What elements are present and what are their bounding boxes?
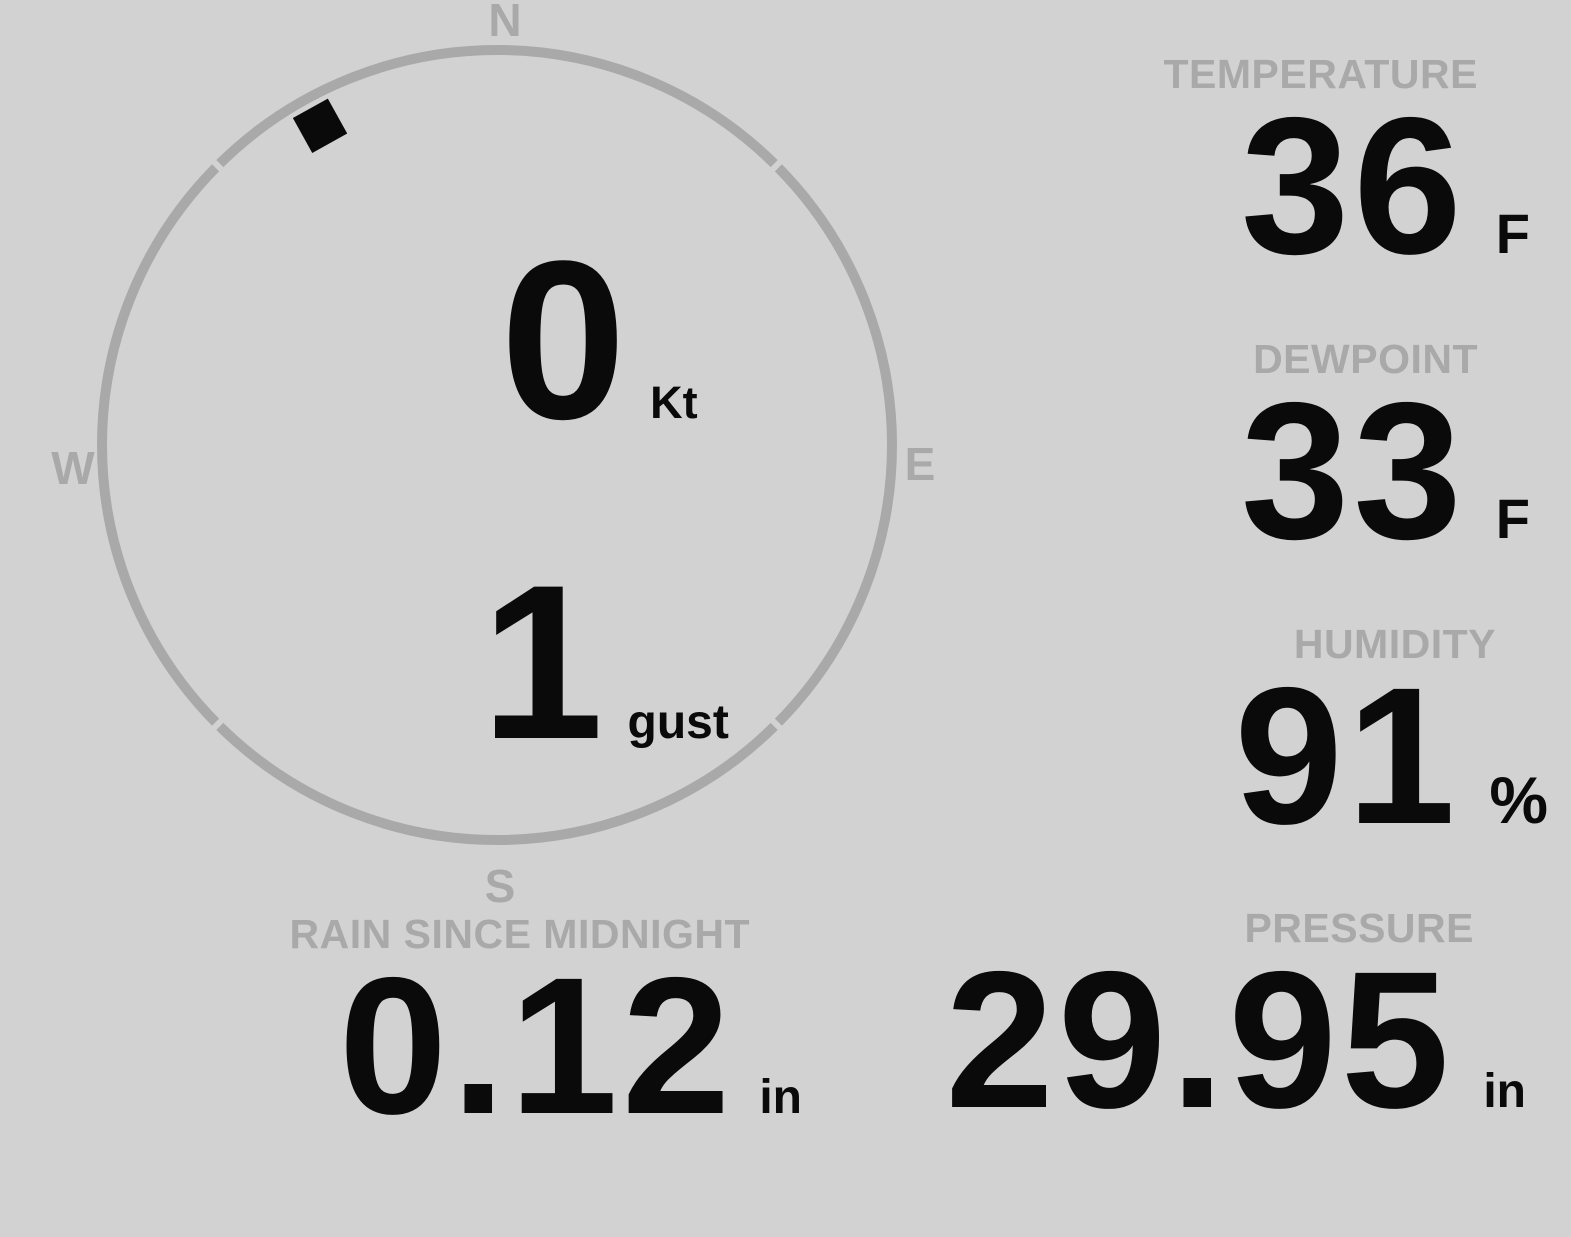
- pressure-value: 29.95: [945, 931, 1454, 1149]
- metric-pressure: PRESSURE 29.95 in: [945, 905, 1526, 1149]
- wind-compass-gauge: N E S W 0 Kt 1 gust: [51, 0, 935, 910]
- wind-gust-readout: 1 gust: [481, 539, 729, 785]
- compass-ring: [97, 45, 897, 845]
- dewpoint-label: DEWPOINT: [1253, 336, 1478, 382]
- humidity-readout: 91 %: [1234, 647, 1548, 865]
- compass-label-north: N: [488, 0, 522, 46]
- temperature-readout: 36 F: [1240, 77, 1530, 295]
- dewpoint-unit: F: [1495, 487, 1530, 550]
- wind-gust-value: 1: [481, 539, 606, 785]
- pressure-readout: 29.95 in: [945, 931, 1526, 1149]
- wind-speed-unit: Kt: [650, 377, 698, 428]
- metric-temperature: TEMPERATURE 36 F: [1163, 51, 1530, 295]
- pressure-label: PRESSURE: [1244, 905, 1474, 951]
- dewpoint-value: 33: [1240, 362, 1466, 580]
- rain-readout: 0.12 in: [338, 937, 802, 1155]
- compass-label-east: E: [904, 438, 936, 490]
- dewpoint-readout: 33 F: [1240, 362, 1530, 580]
- wind-gust-unit: gust: [627, 696, 729, 749]
- compass-label-west: W: [51, 442, 95, 494]
- wind-speed-readout: 0 Kt: [500, 213, 698, 466]
- temperature-unit: F: [1495, 202, 1530, 265]
- temperature-label: TEMPERATURE: [1163, 51, 1478, 97]
- compass-label-south: S: [484, 860, 516, 912]
- humidity-value: 91: [1234, 647, 1460, 865]
- wind-speed-value: 0: [500, 213, 629, 466]
- metric-dewpoint: DEWPOINT 33 F: [1240, 336, 1530, 580]
- rain-label: RAIN SINCE MIDNIGHT: [289, 911, 750, 957]
- rain-value: 0.12: [338, 937, 735, 1155]
- rain-unit: in: [759, 1071, 802, 1124]
- metric-rain-since-midnight: RAIN SINCE MIDNIGHT 0.12 in: [289, 911, 803, 1155]
- metric-humidity: HUMIDITY 91 %: [1234, 621, 1548, 865]
- humidity-label: HUMIDITY: [1293, 621, 1496, 667]
- humidity-unit: %: [1489, 763, 1548, 837]
- temperature-value: 36: [1240, 77, 1466, 295]
- pressure-unit: in: [1483, 1065, 1526, 1118]
